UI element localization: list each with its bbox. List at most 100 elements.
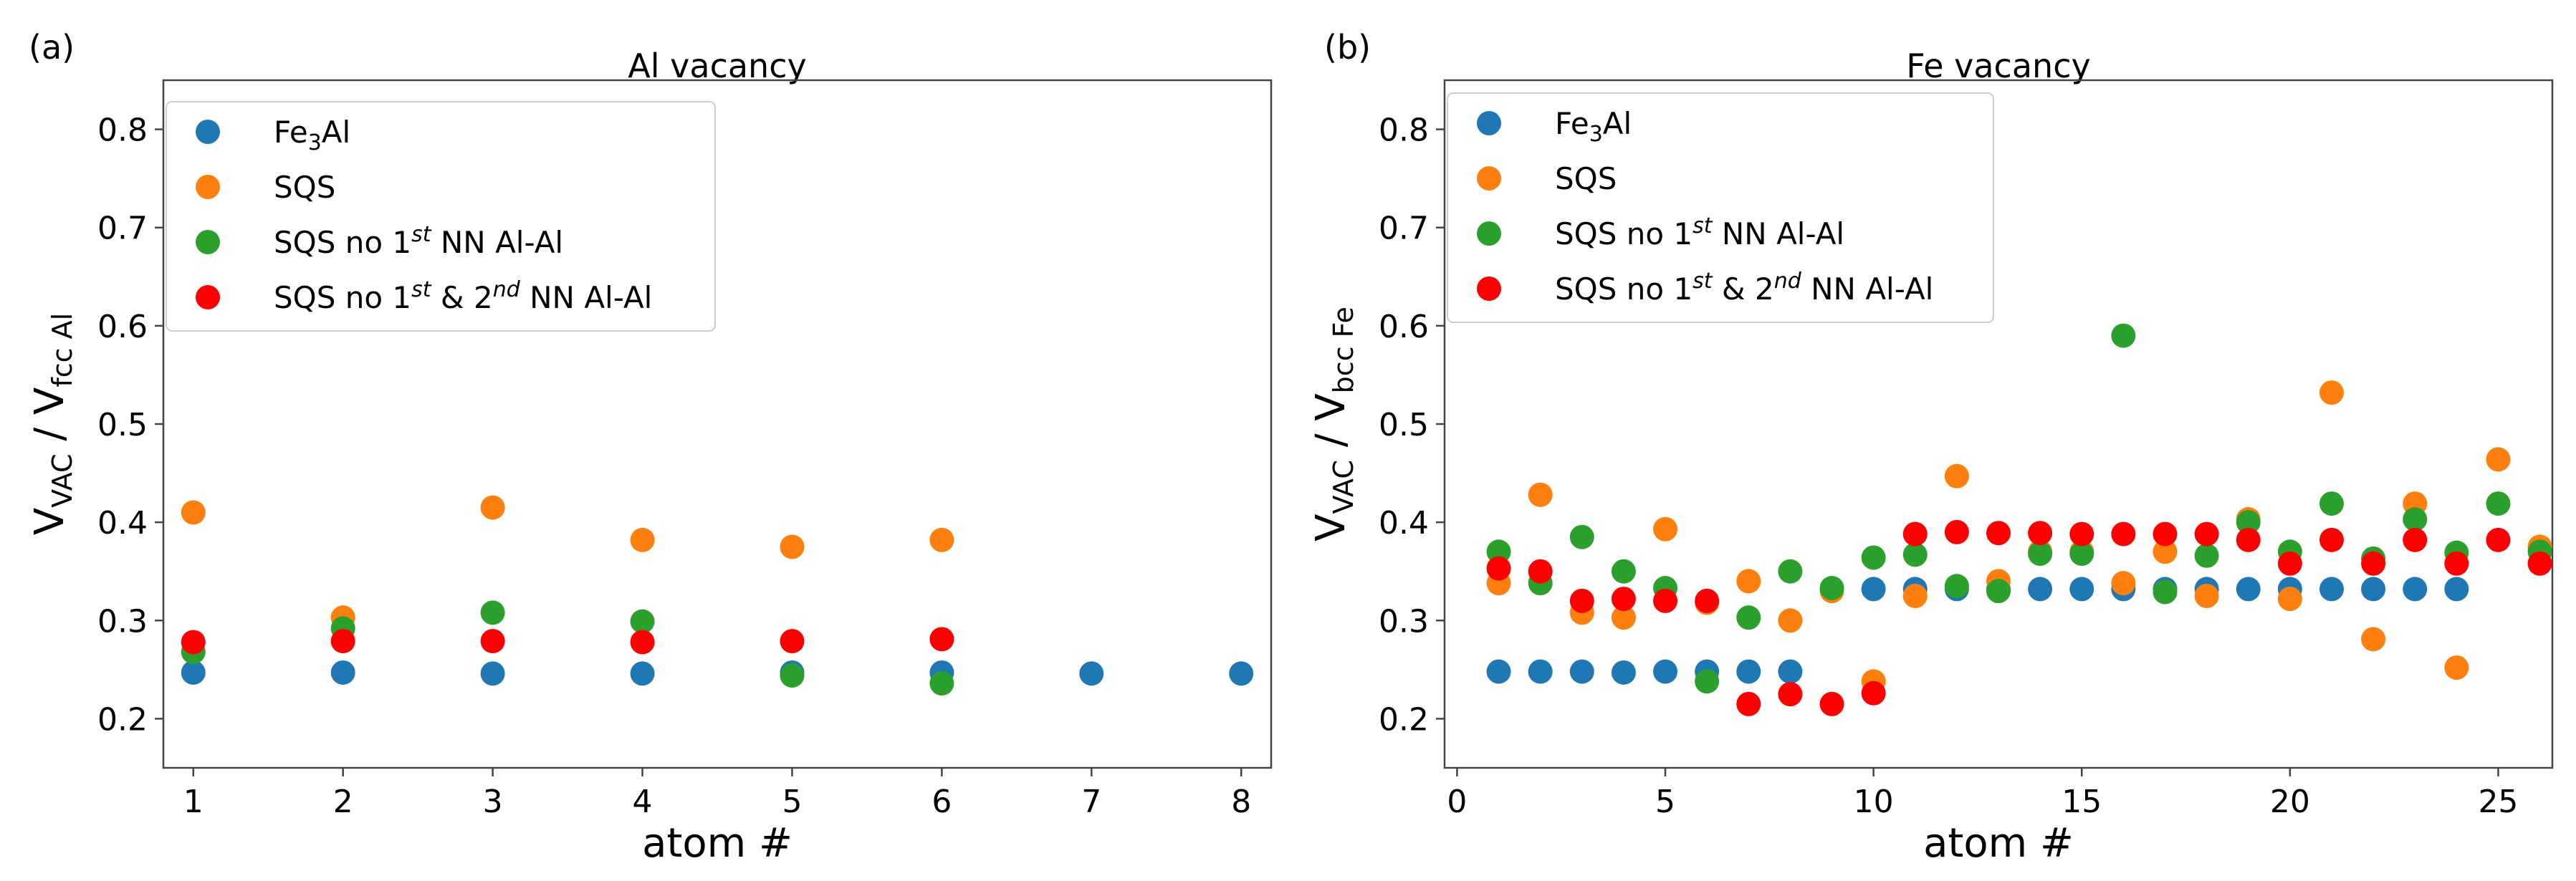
data-points (1486, 323, 2552, 716)
sqs_no12-point (2153, 521, 2178, 547)
legend-sup: st (411, 277, 432, 302)
sqs_no1-point (1736, 605, 1761, 630)
legend-sub: 3 (308, 130, 322, 155)
panel-a: (a) Al vacancy 0.2 0.3 0.4 0.5 0.6 0.7 0.8 1 2 3 4 5 6… (27, 28, 1273, 867)
fe3al-point (2069, 577, 2094, 602)
sqs-point (1778, 608, 1803, 633)
sqs-point (2361, 627, 2386, 652)
fe3al-point (2361, 577, 2386, 602)
x-tick-label: 1 (183, 784, 204, 820)
x-tick-label: 7 (1081, 784, 1101, 820)
sqs-point (2444, 655, 2469, 680)
fe3al-point (1079, 661, 1104, 686)
sqs_no12-point (2194, 521, 2219, 547)
legend-text: NN Al-Al (1713, 216, 1845, 251)
y-label-mid: / V (27, 387, 73, 454)
legend-sup: st (1692, 213, 1713, 239)
x-axis-label: atom # (1923, 820, 2074, 867)
sqs_no12-point (330, 629, 355, 654)
sqs_no12-point (1736, 691, 1761, 716)
y-tick-label: 0.6 (97, 309, 148, 345)
y-tick-label: 0.3 (1379, 603, 1429, 640)
fe3al-point (480, 661, 505, 686)
sqs-point (181, 500, 206, 525)
sqs_no1-point (1569, 524, 1594, 549)
fe3al-point (2319, 577, 2344, 602)
x-tick-label: 6 (932, 784, 952, 820)
sqs_no12-point (2028, 521, 2053, 546)
sqs_no12-point (2319, 527, 2344, 552)
y-tick-label: 0.2 (97, 701, 148, 738)
legend-text: NN Al-Al (520, 280, 653, 315)
sqs_no12-point (1569, 588, 1594, 613)
fe3al-point (1778, 659, 1803, 684)
sqs_no12-point (2403, 527, 2428, 552)
sqs_no12-point (2069, 521, 2094, 547)
legend-box (166, 101, 716, 332)
sqs_no12-point (1611, 587, 1636, 612)
sqs_no1-point (2153, 579, 2178, 605)
y-tick-label: 0.4 (97, 505, 148, 541)
chart-title: Al vacancy (628, 47, 806, 85)
sqs-point (2194, 584, 2219, 608)
sqs_no12-point (2486, 527, 2511, 552)
sqs-point (1736, 569, 1761, 594)
sqs_no12-point (2277, 551, 2302, 576)
sqs_no1-point (2236, 510, 2261, 535)
fe3al-point (2236, 577, 2261, 602)
series-sqs (181, 495, 954, 630)
series-sqs_no12 (1486, 519, 2552, 716)
sqs_no1-point (1986, 579, 2011, 604)
series-fe3al (181, 660, 1254, 686)
fe3al-point (1528, 659, 1553, 684)
y-tick-label: 0.4 (1379, 505, 1429, 541)
sqs_no1-point (630, 609, 655, 634)
y-label-main: V (27, 508, 73, 535)
sqs_no1-point (1819, 576, 1844, 601)
panel-b: (b) Fe vacancy 0.2 0.3 0.4 0.5 0.6 0.7 0.8 0 5 10 15… (1308, 28, 2554, 867)
sqs_no12-point (630, 630, 655, 655)
legend-sub: 3 (1589, 122, 1603, 147)
sqs_no12-point (780, 629, 805, 654)
fe3al-point (2028, 577, 2053, 602)
x-tick-label: 20 (2270, 784, 2310, 820)
legend-label-sqs: SQS (1555, 161, 1617, 196)
x-tick-label: 4 (633, 784, 653, 820)
sqs_no12-point (2236, 527, 2261, 552)
sqs_no1-point (2319, 491, 2344, 516)
y-label-sub1: VAC (47, 453, 78, 507)
y-tick-label: 0.8 (1379, 112, 1429, 149)
y-tick-label: 0.5 (1379, 407, 1429, 443)
fe3al-point (181, 660, 206, 685)
legend-label-sqs_no1: SQS no 1st NN Al-Al (274, 222, 563, 260)
fe3al-point (2403, 577, 2428, 602)
legend-text: Al (1603, 106, 1632, 141)
x-tick-label: 10 (1854, 784, 1894, 820)
y-tick-label: 0.7 (97, 211, 148, 247)
sqs_no1-point (1486, 539, 1511, 564)
fe3al-point (630, 661, 655, 686)
fe3al-point (2444, 577, 2469, 602)
legend-label-sqs: SQS (274, 170, 335, 205)
sqs-point (2111, 571, 2136, 596)
sqs-point (630, 527, 655, 552)
x-tick-label: 15 (2062, 784, 2102, 820)
legend-marker-fe3al (196, 120, 220, 144)
y-label-main: V (1308, 514, 1354, 541)
sqs_no12-point (2527, 551, 2552, 576)
fe3al-point (1229, 661, 1254, 686)
sqs-point (1902, 584, 1928, 608)
fe3al-point (1653, 659, 1678, 684)
sqs_no12-point (1861, 680, 1886, 706)
legend-marker-sqs (196, 175, 220, 199)
sqs-point (2319, 380, 2344, 405)
legend-label-fe3al: Fe3Al (1555, 106, 1632, 147)
fe3al-point (1611, 660, 1636, 685)
legend-sup: st (1692, 269, 1713, 294)
legend-sup: nd (1774, 269, 1802, 294)
legend-label-fe3al: Fe3Al (274, 115, 350, 155)
series-sqs_no12 (181, 627, 954, 655)
fe3al-point (1569, 659, 1594, 684)
sqs_no1-point (2486, 491, 2511, 516)
